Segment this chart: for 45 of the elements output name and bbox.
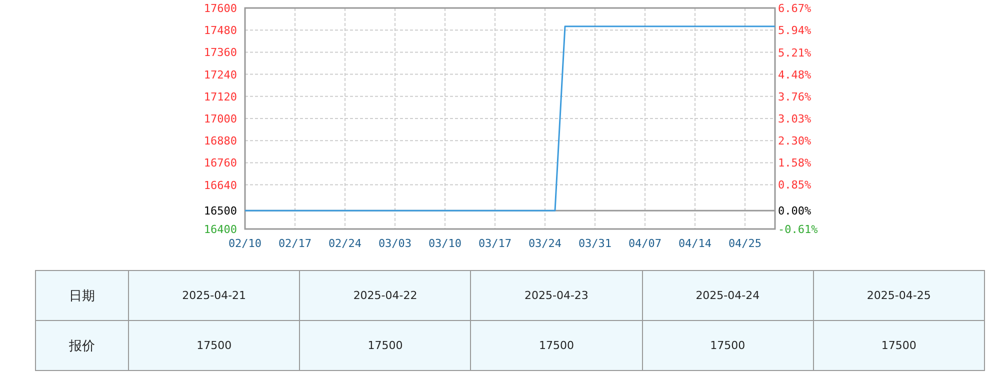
y-tick-label: 16880 [204, 134, 237, 148]
data-label: 17500 [128, 320, 300, 370]
data-label: 17500 [813, 320, 984, 370]
x-tick-label: 02/24 [328, 237, 362, 250]
x-tick-label: 02/10 [228, 237, 262, 250]
y-tick-label: 17360 [204, 46, 237, 60]
y-tick-label: 16400 [204, 223, 237, 236]
data-label: 17500 [470, 320, 642, 370]
x-tick-label: 03/03 [378, 237, 412, 250]
data-label: 17500 [300, 320, 471, 370]
x-tick-label: 03/24 [528, 237, 562, 250]
category-label: 2025-04-22 [300, 270, 471, 320]
y-tick-label: 16500 [204, 204, 237, 218]
category-label: 2025-04-23 [470, 270, 642, 320]
y2-tick-label: 5.94% [778, 24, 812, 38]
y2-tick-label: 3.76% [778, 90, 812, 104]
y-tick-label: 17000 [204, 112, 237, 126]
y2-tick-label: -0.61% [778, 223, 818, 236]
x-tick-label: 04/07 [628, 237, 662, 250]
y-tick-label: 17240 [204, 68, 237, 82]
category-label: 2025-04-25 [813, 270, 984, 320]
text: 日期 [36, 270, 128, 320]
x-tick-label: 03/10 [428, 237, 462, 250]
y2-tick-label: 1.58% [778, 156, 812, 170]
text: 报价 [36, 320, 128, 370]
y2-tick-label: 2.30% [778, 134, 812, 148]
y-tick-label: 17120 [204, 90, 237, 104]
y2-tick-label: 0.85% [778, 178, 812, 192]
y-tick-label: 17600 [204, 2, 237, 15]
data-label: 17500 [642, 320, 814, 370]
category-label: 2025-04-21 [128, 270, 300, 320]
x-tick-label: 03/31 [578, 237, 612, 250]
y2-tick-label: 6.67% [778, 2, 812, 15]
x-tick-label: 03/17 [478, 237, 512, 250]
y-tick-label: 16640 [204, 178, 237, 192]
category-label: 2025-04-24 [642, 270, 814, 320]
y2-tick-label: 5.21% [778, 46, 812, 60]
y2-tick-label: 0.00% [778, 204, 812, 218]
x-tick-label: 02/17 [278, 237, 312, 250]
x-tick-label: 04/25 [728, 237, 762, 250]
y2-tick-label: 4.48% [778, 68, 812, 82]
y-tick-label: 17480 [204, 24, 237, 38]
y-tick-label: 16760 [204, 156, 237, 170]
x-tick-label: 04/14 [678, 237, 712, 250]
y2-tick-label: 3.03% [778, 112, 812, 126]
